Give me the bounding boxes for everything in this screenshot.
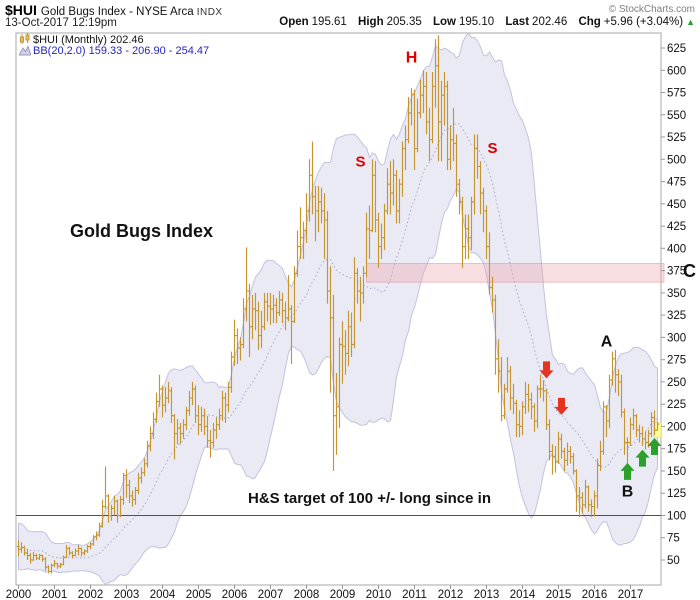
x-tick-label: 2008 xyxy=(294,589,320,600)
x-tick-label: 2003 xyxy=(114,589,140,600)
high-label: High xyxy=(358,16,384,28)
index-name: Gold Bugs Index - NYSE Arca xyxy=(40,6,194,18)
label-left-shoulder: S xyxy=(355,154,365,171)
x-tick-label: 2016 xyxy=(582,589,608,600)
down-arrow xyxy=(539,361,554,379)
copyright: © StockCharts.com xyxy=(608,4,695,15)
y-tick-label: 375 xyxy=(667,266,686,278)
y-tick-label: 425 xyxy=(667,221,686,233)
y-tick-label: 600 xyxy=(667,65,686,77)
y-tick-label: 125 xyxy=(667,488,686,500)
y-tick-label: 525 xyxy=(667,132,686,144)
header-title-line: $HUI Gold Bugs Index - NYSE Arca INDX xyxy=(5,2,223,20)
x-tick-label: 2015 xyxy=(546,589,572,600)
mountain-icon xyxy=(18,45,32,56)
label-a: A xyxy=(601,334,613,351)
last-label: Last xyxy=(505,16,530,28)
x-tick-label: 2005 xyxy=(186,589,212,600)
target-note: H&S target of 100 +/- long since in xyxy=(248,490,491,507)
label-head: H xyxy=(406,50,418,67)
legend-bollinger-text: BB(20,2.0) 159.33 - 206.90 - 254.47 xyxy=(33,45,210,57)
candlestick-icon xyxy=(20,33,30,44)
y-tick-label: 250 xyxy=(667,377,686,389)
y-tick-label: 150 xyxy=(667,466,686,478)
y-tick-label: 175 xyxy=(667,444,686,456)
x-tick-label: 2000 xyxy=(6,589,32,600)
x-tick-label: 2012 xyxy=(438,589,464,600)
bollinger-band xyxy=(18,33,658,585)
up-arrow xyxy=(620,462,635,480)
y-tick-label: 475 xyxy=(667,177,686,189)
y-tick-label: 300 xyxy=(667,332,686,344)
chg-value: +5.96 (+3.04%) xyxy=(603,16,684,28)
plot-border xyxy=(15,32,662,586)
down-arrow xyxy=(554,397,569,415)
y-tick-label: 50 xyxy=(667,555,680,567)
open-value: 195.61 xyxy=(311,16,347,28)
x-tick-label: 2011 xyxy=(402,589,427,600)
x-tick-label: 2002 xyxy=(78,589,104,600)
x-tick-label: 2013 xyxy=(474,589,500,600)
exchange-label: INDX xyxy=(196,7,223,18)
x-tick-label: 2004 xyxy=(150,589,176,600)
low-label: Low xyxy=(433,16,456,28)
x-tick-label: 2007 xyxy=(258,589,284,600)
label-b: B xyxy=(622,483,634,500)
legend-price-text: $HUI (Monthly) 202.46 xyxy=(33,34,144,46)
y-tick-label: 225 xyxy=(667,399,686,411)
label-c: C xyxy=(683,261,696,281)
x-tick-label: 2006 xyxy=(222,589,248,600)
low-value: 195.10 xyxy=(459,16,495,28)
y-tick-label: 275 xyxy=(667,355,686,367)
y-tick-label: 500 xyxy=(667,154,686,166)
legend-bollinger: BB(20,2.0) 159.33 - 206.90 - 254.47 xyxy=(18,45,210,57)
y-tick-label: 100 xyxy=(667,511,686,523)
up-triangle-icon: ▲ xyxy=(686,17,695,27)
ohlc-bars xyxy=(16,35,660,574)
open-label: Open xyxy=(279,16,309,28)
bollinger-mid-line xyxy=(18,122,658,559)
y-tick-label: 75 xyxy=(667,533,680,545)
quote-strip: Open 195.61 High 205.35 Low 195.10 Last 202.… xyxy=(279,16,695,28)
x-tick-label: 2010 xyxy=(366,589,392,600)
y-tick-label: 400 xyxy=(667,243,686,255)
y-tick-label: 350 xyxy=(667,288,686,300)
y-tick-label: 625 xyxy=(667,43,686,55)
high-value: 205.35 xyxy=(386,16,422,28)
x-tick-label: 2001 xyxy=(42,589,68,600)
resistance-zone xyxy=(366,263,665,283)
datetime: 13-Oct-2017 12:19pm xyxy=(5,17,117,29)
symbol: $HUI xyxy=(5,2,37,18)
up-arrow xyxy=(647,438,662,455)
y-tick-label: 200 xyxy=(667,421,686,433)
label-right-shoulder: S xyxy=(487,140,497,157)
up-arrow xyxy=(635,449,650,467)
y-tick-label: 575 xyxy=(667,88,686,100)
chart-title-label: Gold Bugs Index xyxy=(70,221,213,241)
chg-label: Chg xyxy=(578,16,601,28)
x-tick-label: 2014 xyxy=(510,589,536,600)
y-tick-label: 325 xyxy=(667,310,686,322)
x-tick-label: 2009 xyxy=(330,589,356,600)
last-value: 202.46 xyxy=(532,16,568,28)
y-tick-label: 450 xyxy=(667,199,686,211)
y-tick-label: 550 xyxy=(667,110,686,122)
legend-price: $HUI (Monthly) 202.46 xyxy=(19,33,144,46)
x-tick-label: 2017 xyxy=(618,589,644,600)
